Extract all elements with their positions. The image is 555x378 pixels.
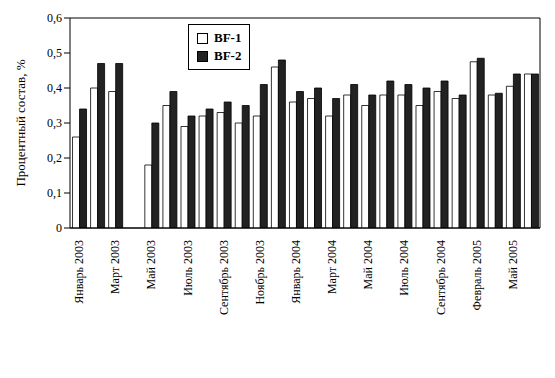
svg-text:0,3: 0,3 — [47, 116, 62, 130]
svg-text:Июль 2004: Июль 2004 — [397, 240, 411, 296]
svg-text:Май 2005: Май 2005 — [506, 240, 520, 289]
svg-text:Май 2003: Май 2003 — [144, 240, 158, 289]
svg-text:Июль 2003: Июль 2003 — [181, 240, 195, 296]
svg-text:0,2: 0,2 — [47, 151, 62, 165]
svg-text:Ноябрь 2003: Ноябрь 2003 — [253, 240, 267, 305]
html-text:BF-2: BF-2 — [214, 48, 242, 63]
svg-text:Январь 2003: Январь 2003 — [72, 240, 86, 304]
svg-text:0,5: 0,5 — [47, 46, 62, 60]
svg-text:Январь 2004: Январь 2004 — [289, 240, 303, 304]
svg-text:0: 0 — [56, 221, 62, 235]
svg-text:Сентябрь 2004: Сентябрь 2004 — [434, 240, 448, 315]
html-text:BF-1: BF-1 — [214, 30, 242, 45]
svg-text:0,1: 0,1 — [47, 186, 62, 200]
svg-text:0,4: 0,4 — [47, 81, 62, 95]
svg-text:Март 2003: Март 2003 — [108, 240, 122, 294]
svg-text:0,6: 0,6 — [47, 11, 62, 25]
svg-text:Март 2004: Март 2004 — [325, 240, 339, 294]
svg-text:Февраль 2005: Февраль 2005 — [470, 240, 484, 310]
svg-text:Сентябрь 2003: Сентябрь 2003 — [217, 240, 231, 315]
svg-text:Процентный состав, %: Процентный состав, % — [13, 59, 28, 186]
svg-text:Май 2004: Май 2004 — [361, 240, 375, 289]
